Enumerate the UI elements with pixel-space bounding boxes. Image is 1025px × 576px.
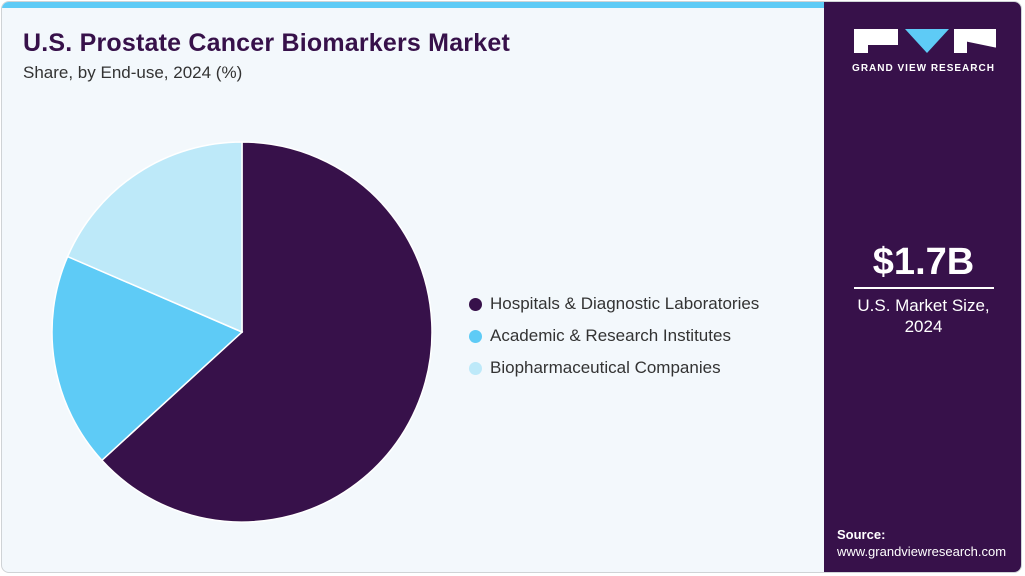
pie-slice [51, 255, 244, 462]
market-size-value: $1.7B [872, 241, 975, 283]
legend-item-biopharma: Biopharmaceutical Companies [469, 352, 759, 384]
pie-slice [66, 141, 243, 334]
legend-label: Biopharmaceutical Companies [490, 358, 721, 377]
legend: Hospitals & Diagnostic Laboratories Acad… [469, 288, 759, 384]
legend-dot-icon [469, 297, 482, 311]
legend-dot-icon [469, 329, 482, 343]
legend-label: Academic & Research Institutes [490, 326, 731, 345]
gvr-logo-icon [854, 29, 996, 53]
market-size-label-line1: U.S. Market Size, [857, 296, 990, 315]
source-link[interactable]: www.grandviewresearch.com [837, 544, 1007, 559]
divider [854, 287, 994, 289]
market-size-label-line2: 2024 [904, 317, 943, 336]
accent-bar [2, 2, 824, 8]
market-size-label: U.S. Market Size, 2024 [824, 295, 1021, 337]
legend-dot-icon [469, 361, 482, 375]
logo-text: GRAND VIEW RESEARCH [852, 63, 995, 74]
pie-slice [100, 141, 433, 523]
side-panel: GRAND VIEW RESEARCH $1.7B U.S. Market Si… [824, 2, 1021, 572]
legend-item-academic: Academic & Research Institutes [469, 320, 759, 352]
chart-title: U.S. Prostate Cancer Biomarkers Market [23, 29, 510, 57]
pie-chart [51, 141, 433, 523]
legend-label: Hospitals & Diagnostic Laboratories [490, 294, 760, 313]
legend-item-hospitals: Hospitals & Diagnostic Laboratories [469, 288, 759, 320]
chart-subtitle: Share, by End-use, 2024 (%) [23, 63, 243, 82]
source-label: Source: [837, 527, 886, 542]
